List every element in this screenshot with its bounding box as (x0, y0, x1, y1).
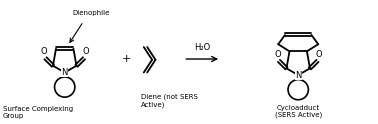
Text: O: O (274, 50, 281, 59)
Text: Cycloadduct
(SERS Active): Cycloadduct (SERS Active) (274, 105, 322, 118)
Text: H₂O: H₂O (194, 43, 210, 52)
Text: O: O (316, 50, 322, 59)
Text: N: N (62, 68, 68, 77)
Text: O: O (82, 47, 89, 56)
Text: Diene (not SERS
Active): Diene (not SERS Active) (141, 94, 198, 108)
Text: Dienophile: Dienophile (73, 10, 110, 16)
Text: +: + (122, 54, 132, 64)
Text: O: O (40, 47, 47, 56)
Text: N: N (295, 71, 301, 80)
Text: Surface Complexing
Group: Surface Complexing Group (3, 106, 73, 119)
